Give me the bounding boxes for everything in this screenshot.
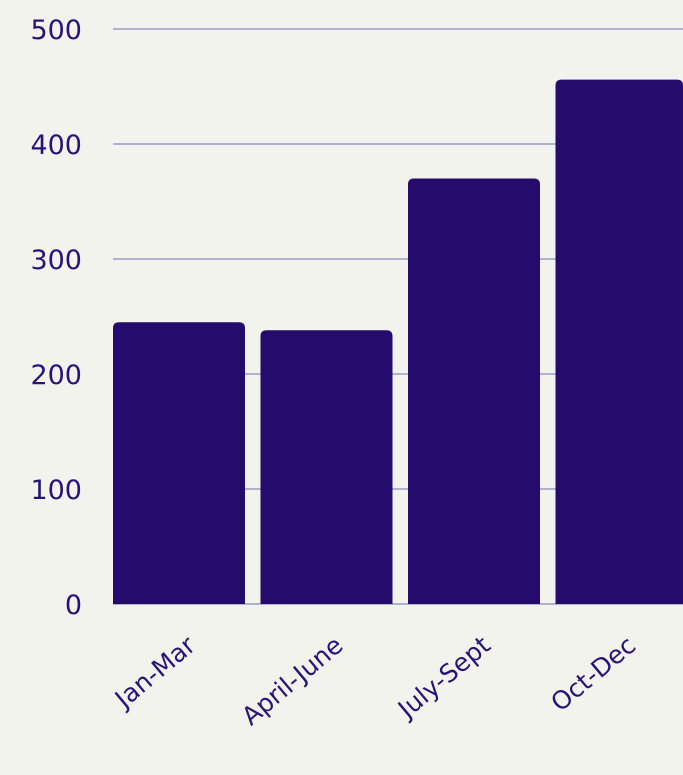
y-tick-label: 400: [30, 130, 82, 161]
y-tick-label: 200: [30, 360, 82, 391]
y-tick-label: 0: [65, 590, 82, 621]
y-axis: 0 100 200 300 400 500: [30, 15, 82, 621]
bar-july-sept: [408, 178, 540, 604]
bar-jan-mar: [113, 322, 245, 604]
bar-oct-dec: [555, 79, 683, 605]
x-tick-label: July-Sept: [391, 630, 496, 725]
x-tick-label: Jan-Mar: [108, 630, 201, 715]
x-axis: Jan-Mar April-June July-Sept Oct-Dec: [108, 630, 641, 731]
y-tick-label: 300: [30, 245, 82, 276]
x-tick-label: Oct-Dec: [545, 630, 641, 717]
x-tick-label: April-June: [236, 630, 348, 731]
bars: [113, 79, 683, 605]
y-tick-label: 100: [30, 475, 82, 506]
bar-april-june: [260, 330, 393, 604]
y-tick-label: 500: [30, 15, 82, 46]
